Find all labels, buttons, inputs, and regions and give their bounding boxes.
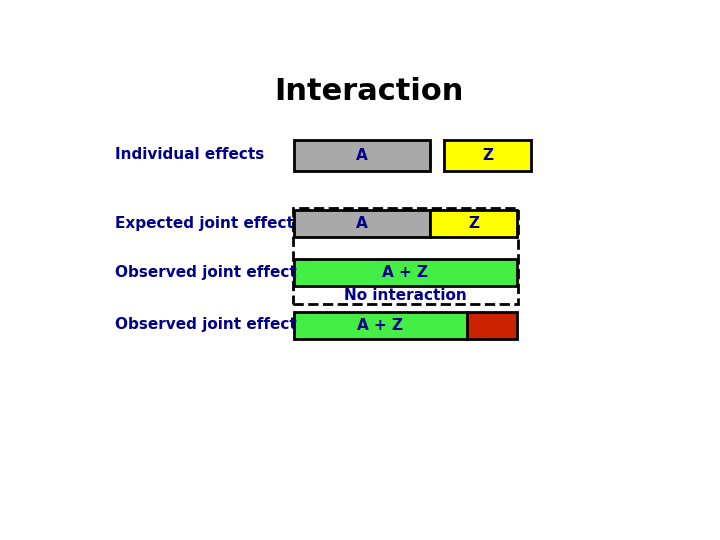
Text: A: A [356, 148, 368, 163]
Bar [467, 312, 517, 339]
Text: Observed joint effect: Observed joint effect [115, 317, 297, 332]
Bar [294, 140, 431, 171]
Text: Individual effects: Individual effects [115, 147, 264, 161]
Text: Interaction: Interaction [274, 77, 464, 106]
Text: A: A [356, 217, 368, 231]
Text: A + Z: A + Z [357, 318, 403, 333]
Text: A + Z: A + Z [382, 265, 428, 280]
Text: Observed joint effect: Observed joint effect [115, 265, 297, 280]
Bar [294, 211, 431, 238]
Bar [444, 140, 531, 171]
Text: No interaction: No interaction [344, 288, 467, 303]
Text: Expected joint effect: Expected joint effect [115, 216, 294, 231]
Bar [431, 211, 517, 238]
Text: Z: Z [468, 217, 479, 231]
Text: Z: Z [482, 148, 493, 163]
Bar [294, 312, 467, 339]
Bar [292, 208, 518, 304]
Bar [294, 259, 517, 286]
